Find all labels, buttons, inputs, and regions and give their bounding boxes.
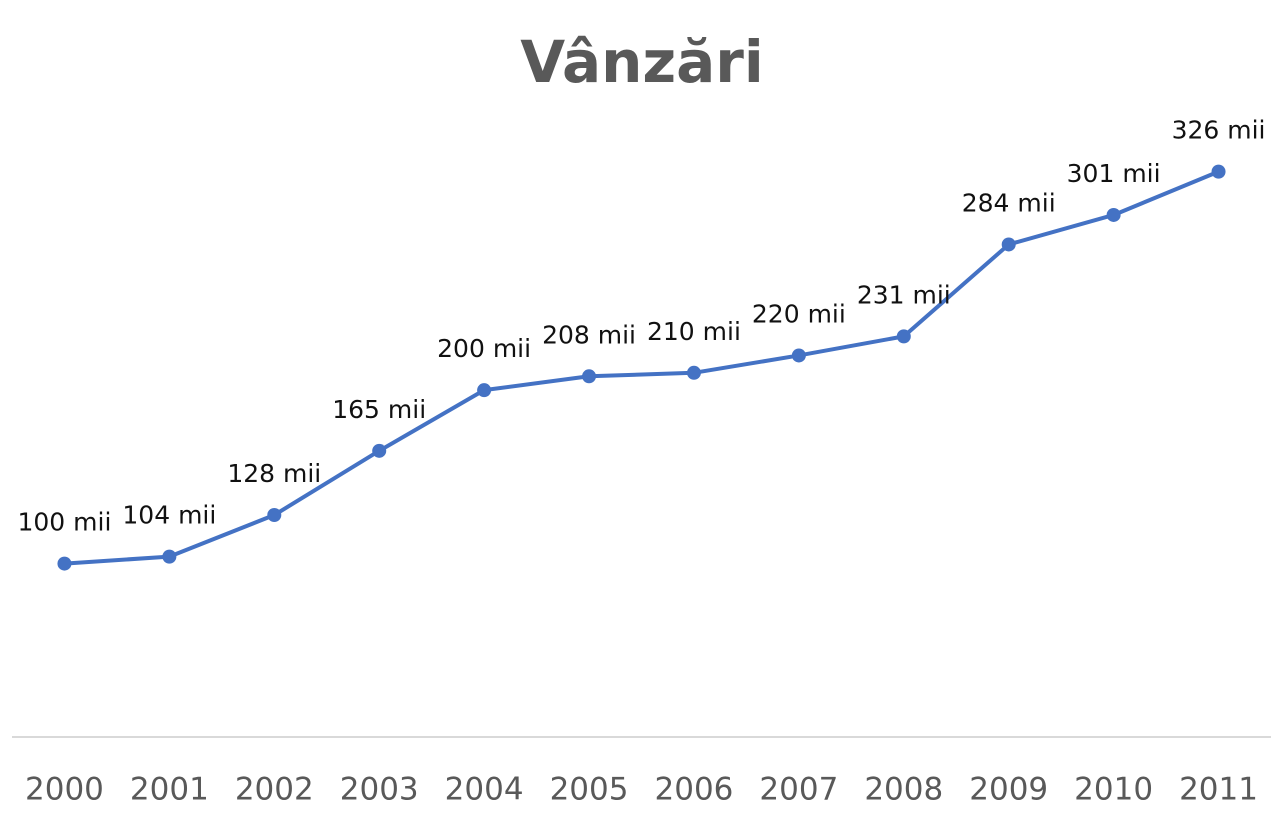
data-label: 220 mii bbox=[752, 299, 846, 328]
data-label: 210 mii bbox=[647, 317, 741, 346]
data-point bbox=[372, 443, 387, 458]
x-tick-label: 2001 bbox=[130, 772, 209, 808]
data-line bbox=[64, 169, 1220, 566]
data-label: 200 mii bbox=[437, 334, 531, 363]
x-tick-label: 2011 bbox=[1179, 772, 1258, 808]
data-point bbox=[582, 369, 597, 384]
data-point bbox=[162, 549, 177, 564]
chart-title: Vânzări bbox=[520, 28, 764, 96]
data-point bbox=[686, 365, 701, 380]
data-label: 326 mii bbox=[1172, 116, 1266, 145]
data-label: 301 mii bbox=[1067, 159, 1161, 188]
data-label: 100 mii bbox=[17, 508, 111, 537]
x-tick-label: 2000 bbox=[25, 772, 104, 808]
data-point bbox=[1001, 237, 1016, 252]
x-tick-label: 2008 bbox=[864, 772, 943, 808]
data-label: 284 mii bbox=[962, 188, 1056, 217]
data-label: 104 mii bbox=[122, 501, 216, 530]
data-point bbox=[267, 508, 282, 523]
data-point bbox=[896, 329, 911, 344]
data-label: 231 mii bbox=[857, 280, 951, 309]
data-point bbox=[57, 556, 72, 571]
data-label: 128 mii bbox=[227, 459, 321, 488]
data-point bbox=[1211, 164, 1226, 179]
x-tick-label: 2006 bbox=[655, 772, 734, 808]
x-tick-label: 2003 bbox=[340, 772, 419, 808]
data-point bbox=[1106, 207, 1121, 222]
data-label: 208 mii bbox=[542, 320, 636, 349]
x-tick-label: 2007 bbox=[759, 772, 838, 808]
data-label: 165 mii bbox=[332, 395, 426, 424]
data-point bbox=[791, 348, 806, 363]
x-tick-label: 2010 bbox=[1074, 772, 1153, 808]
x-tick-label: 2002 bbox=[235, 772, 314, 808]
x-tick-label: 2009 bbox=[969, 772, 1048, 808]
x-tick-label: 2005 bbox=[550, 772, 629, 808]
x-tick-label: 2004 bbox=[445, 772, 524, 808]
data-point bbox=[477, 383, 492, 398]
